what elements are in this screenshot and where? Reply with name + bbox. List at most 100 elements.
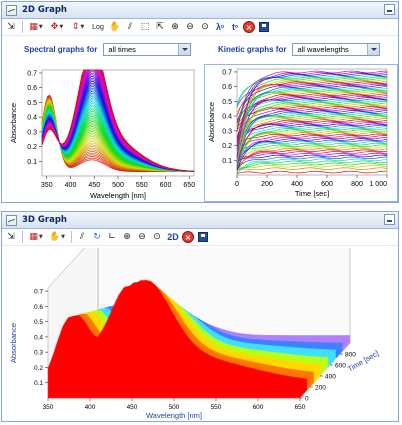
zoom-reset-icon[interactable]: ⊙ bbox=[153, 232, 161, 242]
y-tick-label: 0.3 bbox=[27, 129, 37, 136]
kinetic-series-line bbox=[236, 99, 388, 123]
stop-icon[interactable]: × bbox=[243, 21, 255, 33]
panel-3d-toolbar: ⇲ ▦ ▼ ✋ ▼ ⫽ ↻ ∟ ⊕ ⊖ ⊙ 2D × bbox=[2, 229, 398, 246]
toolbar-separator bbox=[22, 231, 23, 243]
plot-area bbox=[236, 68, 388, 176]
chevron-down-icon bbox=[178, 43, 191, 55]
log-scale-button[interactable]: Log bbox=[92, 23, 104, 31]
save-icon[interactable] bbox=[198, 232, 208, 242]
zoom-fit-icon[interactable]: ⇱ bbox=[156, 22, 164, 32]
spectral-chart-box[interactable]: 0.1 0.2 0.3 0.4 0.5 0.6 0.7 350 400 450 500 550 600 6… bbox=[4, 64, 200, 202]
kinetic-series-line bbox=[236, 86, 388, 150]
kinetic-series-line bbox=[236, 115, 388, 131]
spectral-chart[interactable]: 0.1 0.2 0.3 0.4 0.5 0.6 0.7 350 400 450 500 550 600 6… bbox=[4, 64, 200, 202]
kinetic-series-line bbox=[236, 136, 388, 168]
kinetic-series-line bbox=[236, 151, 388, 162]
x-tick-label: 400 bbox=[65, 182, 77, 189]
kinetic-series-line bbox=[236, 103, 388, 164]
kinetic-series-line bbox=[236, 84, 388, 124]
kinetic-series-line bbox=[236, 94, 388, 163]
panel-2d-titlebar[interactable]: 2D Graph bbox=[2, 2, 398, 19]
rotate-icon[interactable]: ↻ bbox=[93, 232, 101, 242]
grid-options-icon[interactable]: ▦ ▼ bbox=[29, 232, 43, 242]
kinetic-series-line bbox=[236, 110, 388, 160]
x-tick-label: 450 bbox=[88, 182, 100, 189]
axis-options-icon[interactable]: ✥ ▼ bbox=[50, 22, 64, 32]
spectral-selector-row: Spectral graphs for all times bbox=[24, 42, 192, 56]
t-sub: o bbox=[234, 24, 239, 30]
z-tick-label: 800 bbox=[345, 352, 356, 359]
axes-icon[interactable]: ∟ bbox=[108, 232, 116, 242]
scale-options-icon[interactable]: ⇕ ▼ bbox=[71, 22, 85, 32]
export-icon[interactable]: ⇲ bbox=[7, 232, 15, 242]
y-tick-label: 0.5 bbox=[34, 319, 43, 326]
pan-hand-icon[interactable]: ✋ ▼ bbox=[48, 232, 66, 242]
zoom-out-icon[interactable]: ⊖ bbox=[138, 232, 146, 242]
graph-window-icon bbox=[6, 214, 17, 226]
panel-3d-graph: 3D Graph ⇲ ▦ ▼ ✋ ▼ ⫽ ↻ ∟ ⊕ ⊖ ⊙ 2D × 350 400… bbox=[1, 211, 399, 422]
export-icon[interactable]: ⇲ bbox=[7, 22, 15, 32]
kinetic-series-line bbox=[236, 100, 388, 142]
spectral-series-line bbox=[41, 69, 195, 172]
select-rect-icon[interactable]: ⬚ bbox=[140, 22, 150, 32]
kinetic-wavelengths-select[interactable]: all wavelengths bbox=[292, 42, 381, 56]
y-tick-label: 0.7 bbox=[27, 70, 37, 77]
view-2d-button[interactable]: 2D bbox=[167, 232, 179, 242]
x-tick-label: 600 bbox=[321, 181, 333, 188]
y-tick-label: 0.1 bbox=[222, 158, 232, 165]
kinetic-series-line bbox=[236, 116, 388, 140]
zoom-out-icon[interactable]: ⊖ bbox=[186, 22, 194, 32]
lambda-label: λ bbox=[215, 22, 221, 32]
kinetic-series-line bbox=[236, 170, 387, 175]
kinetic-series-line bbox=[236, 119, 388, 168]
y-tick-label: 0.5 bbox=[222, 99, 232, 106]
panel-3d-titlebar[interactable]: 3D Graph bbox=[2, 212, 398, 229]
spectral-select-value: all times bbox=[108, 44, 136, 54]
x-tick-label: 500 bbox=[112, 182, 124, 189]
kinetic-series-line bbox=[236, 123, 388, 138]
x-tick-label: 650 bbox=[183, 182, 195, 189]
surface-3d-chart[interactable]: 350 400 450 500 550 600 650 0.1 0.2 0.3 0.4 0.5 0.6 0… bbox=[4, 232, 396, 420]
grid-options-icon[interactable]: ▦ ▼ bbox=[29, 22, 43, 32]
y-tick-label: 0.3 bbox=[34, 350, 43, 357]
x-tick-label: 550 bbox=[211, 404, 222, 411]
kinetic-series-line bbox=[236, 74, 387, 132]
kinetic-series-line bbox=[236, 126, 387, 156]
y-tick-label: 0.1 bbox=[27, 159, 37, 166]
peak-pick-icon[interactable]: ⫽ bbox=[79, 232, 84, 242]
y-tick-label: 0.1 bbox=[34, 380, 43, 387]
x-axis-label: Wavelength [nm] bbox=[146, 411, 202, 420]
y-tick-label: 0.6 bbox=[34, 304, 43, 311]
kinetic-series-line bbox=[236, 149, 388, 169]
save-icon[interactable] bbox=[259, 22, 269, 32]
surface-chart-box[interactable]: 350 400 450 500 550 600 650 0.1 0.2 0.3 0.4 0.5 0.6 0… bbox=[4, 232, 396, 420]
zoom-in-icon[interactable]: ⊕ bbox=[123, 232, 131, 242]
minimize-button[interactable] bbox=[384, 4, 395, 15]
kinetic-series-line bbox=[236, 88, 388, 152]
zoom-reset-icon[interactable]: ⊙ bbox=[201, 22, 209, 32]
x-tick-label: 400 bbox=[291, 181, 303, 188]
kinetic-series-line bbox=[236, 138, 388, 171]
panel-3d-title: 3D Graph bbox=[22, 215, 67, 225]
zoom-in-icon[interactable]: ⊕ bbox=[171, 22, 179, 32]
stop-icon[interactable]: × bbox=[182, 231, 194, 243]
x-tick-label: 600 bbox=[253, 404, 264, 411]
spectral-times-select[interactable]: all times bbox=[103, 42, 192, 56]
pan-hand-icon[interactable]: ✋ bbox=[109, 22, 121, 32]
minimize-button[interactable] bbox=[384, 214, 395, 225]
kinetic-series-line bbox=[236, 162, 388, 170]
kinetic-series-line bbox=[236, 71, 388, 158]
peak-pick-icon[interactable]: ⫽ bbox=[127, 22, 132, 32]
kinetic-series-line bbox=[236, 160, 388, 173]
kinetic-series-line bbox=[236, 133, 388, 146]
kinetic-series-line bbox=[236, 156, 388, 170]
kinetic-chart[interactable]: 0.1 0.2 0.3 0.4 0.5 0.6 0.7 0 200 400 600 800 1 000 T… bbox=[205, 65, 395, 199]
kinetic-series-line bbox=[236, 80, 388, 161]
kinetic-chart-box[interactable]: 0.1 0.2 0.3 0.4 0.5 0.6 0.7 0 200 400 600 800 1 000 T… bbox=[204, 64, 398, 202]
kinetic-series-line bbox=[236, 75, 388, 106]
kinetic-series-line bbox=[236, 152, 388, 159]
kinetic-series-line bbox=[236, 108, 388, 140]
